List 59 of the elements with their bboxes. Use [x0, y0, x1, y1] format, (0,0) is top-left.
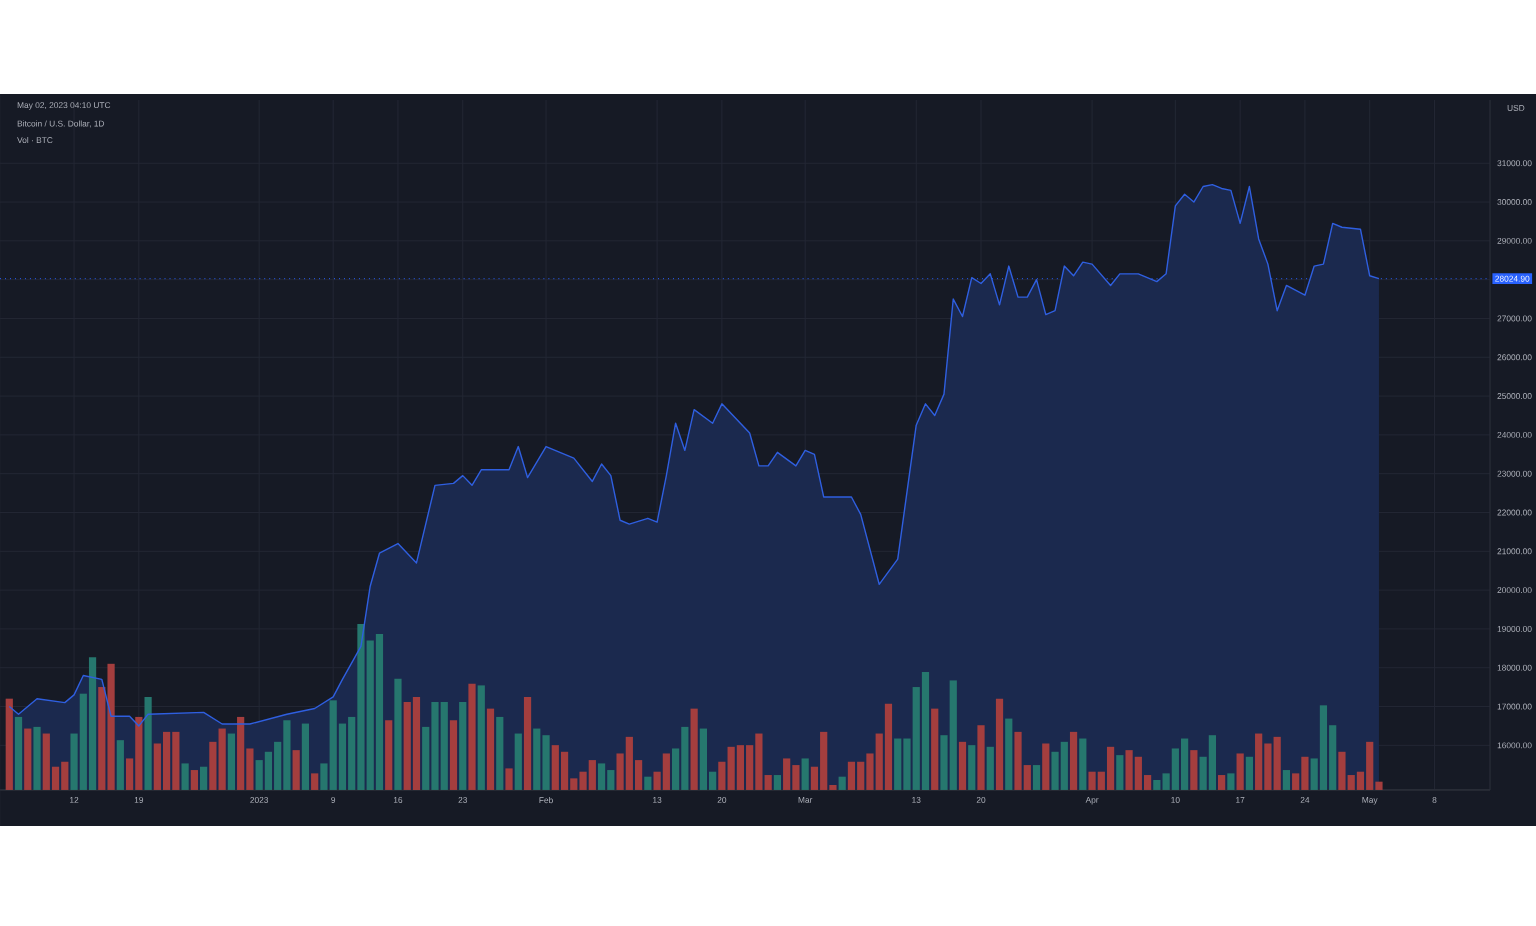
- bar: [560, 751, 569, 790]
- bar: [1227, 773, 1235, 790]
- bar: [1282, 770, 1291, 790]
- bar: [597, 763, 606, 790]
- bar: [1218, 775, 1226, 790]
- bar: [523, 697, 532, 790]
- bar: [292, 750, 300, 790]
- bar: [1319, 705, 1328, 790]
- bar: [801, 758, 809, 790]
- bar: [88, 657, 97, 790]
- bar: [995, 698, 1004, 790]
- bar: [181, 763, 189, 790]
- bar: [1079, 738, 1087, 790]
- bar: [1116, 755, 1124, 790]
- bar: [931, 708, 939, 790]
- bar: [644, 776, 652, 790]
- bar: [311, 773, 319, 790]
- bar: [162, 731, 171, 790]
- bar: [1069, 731, 1078, 790]
- bar: [486, 708, 495, 790]
- bar: [5, 698, 13, 790]
- bar: [301, 723, 310, 790]
- bar: [1236, 753, 1244, 790]
- bar: [468, 683, 476, 790]
- bar: [958, 741, 967, 790]
- bar: [773, 775, 782, 790]
- bar: [1106, 746, 1115, 790]
- bar: [477, 685, 485, 790]
- bar: [838, 776, 846, 790]
- bar: [200, 766, 208, 790]
- bar: [921, 672, 930, 790]
- bar: [375, 633, 384, 790]
- bar: [14, 716, 23, 790]
- bar: [1005, 718, 1013, 790]
- bar: [144, 697, 152, 790]
- bar: [847, 761, 856, 790]
- bar: [496, 716, 504, 790]
- bar: [412, 697, 421, 790]
- bar: [394, 678, 402, 790]
- bar: [33, 726, 41, 790]
- bar: [690, 708, 698, 790]
- bar: [1245, 756, 1253, 790]
- bar: [227, 733, 235, 790]
- bar: [884, 703, 893, 790]
- bar: [1190, 750, 1198, 790]
- bar: [977, 725, 985, 790]
- bar: [986, 746, 994, 790]
- bar: [449, 720, 458, 790]
- bar: [459, 701, 467, 790]
- bar: [190, 770, 198, 790]
- bar: [1208, 735, 1216, 790]
- bar: [385, 720, 393, 790]
- bar: [1042, 743, 1050, 790]
- bar: [24, 728, 32, 790]
- bar: [514, 733, 522, 790]
- bar: [1032, 765, 1041, 790]
- bar: [968, 745, 976, 790]
- bar: [505, 768, 513, 790]
- bar: [116, 740, 124, 790]
